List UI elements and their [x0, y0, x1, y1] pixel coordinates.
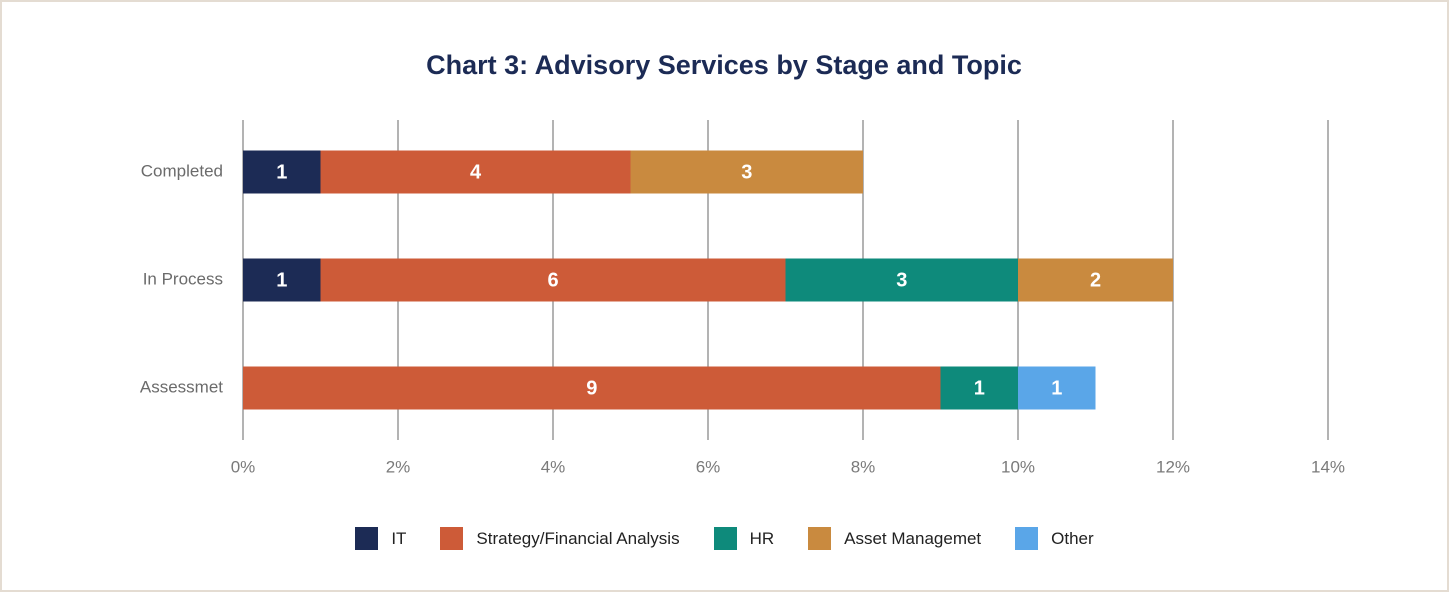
legend: IT Strategy/Financial Analysis HR Asset Man… [0, 527, 1449, 550]
data-label: 3 [741, 161, 752, 183]
data-label: 2 [1090, 269, 1101, 291]
bar-segment [940, 366, 1018, 410]
legend-swatch [1015, 527, 1039, 550]
legend-swatch [355, 527, 379, 550]
data-label: 6 [547, 269, 558, 291]
legend-swatch [808, 527, 832, 550]
data-label: 1 [1051, 377, 1062, 399]
y-tick-label: Assessmet [140, 377, 223, 396]
legend-swatch [440, 527, 464, 550]
x-tick-label: 8% [851, 457, 876, 476]
bar-segment [320, 150, 631, 194]
bar-segment [785, 258, 1018, 302]
bar-segment [243, 150, 321, 194]
data-label: 3 [896, 269, 907, 291]
bar-segment [320, 258, 786, 302]
legend-label: IT [391, 528, 407, 548]
legend-item: Other [1015, 527, 1094, 550]
x-tick-label: 4% [541, 457, 566, 476]
bar-segment [243, 258, 321, 302]
data-label: 1 [974, 377, 985, 399]
chart-title: Chart 3: Advisory Services by Stage and … [426, 50, 1022, 80]
x-tick-label: 6% [696, 457, 721, 476]
x-tick-label: 14% [1311, 457, 1345, 476]
bar-segment [243, 366, 941, 410]
legend-label: Strategy/Financial Analysis [476, 528, 680, 548]
legend-label: Asset Managemet [844, 528, 982, 548]
data-label: 1 [276, 161, 287, 183]
x-tick-label: 10% [1001, 457, 1035, 476]
legend-item: Asset Managemet [808, 527, 981, 550]
bar-segment [630, 150, 863, 194]
legend-item: HR [713, 527, 775, 550]
x-tick-label: 12% [1156, 457, 1190, 476]
bar-segment [1018, 258, 1173, 302]
data-label: 9 [586, 377, 597, 399]
x-tick-label: 2% [386, 457, 411, 476]
legend-item: Strategy/Financial Analysis [440, 527, 680, 550]
legend-item: IT [355, 527, 406, 550]
data-label: 1 [276, 269, 287, 291]
data-label: 4 [470, 161, 482, 183]
y-tick-label: In Process [143, 269, 223, 288]
bar-segment [1018, 366, 1096, 410]
x-tick-label: 0% [231, 457, 256, 476]
legend-label: HR [749, 528, 775, 548]
y-tick-label: Completed [141, 161, 223, 180]
legend-swatch [713, 527, 737, 550]
legend-label: Other [1051, 528, 1094, 548]
